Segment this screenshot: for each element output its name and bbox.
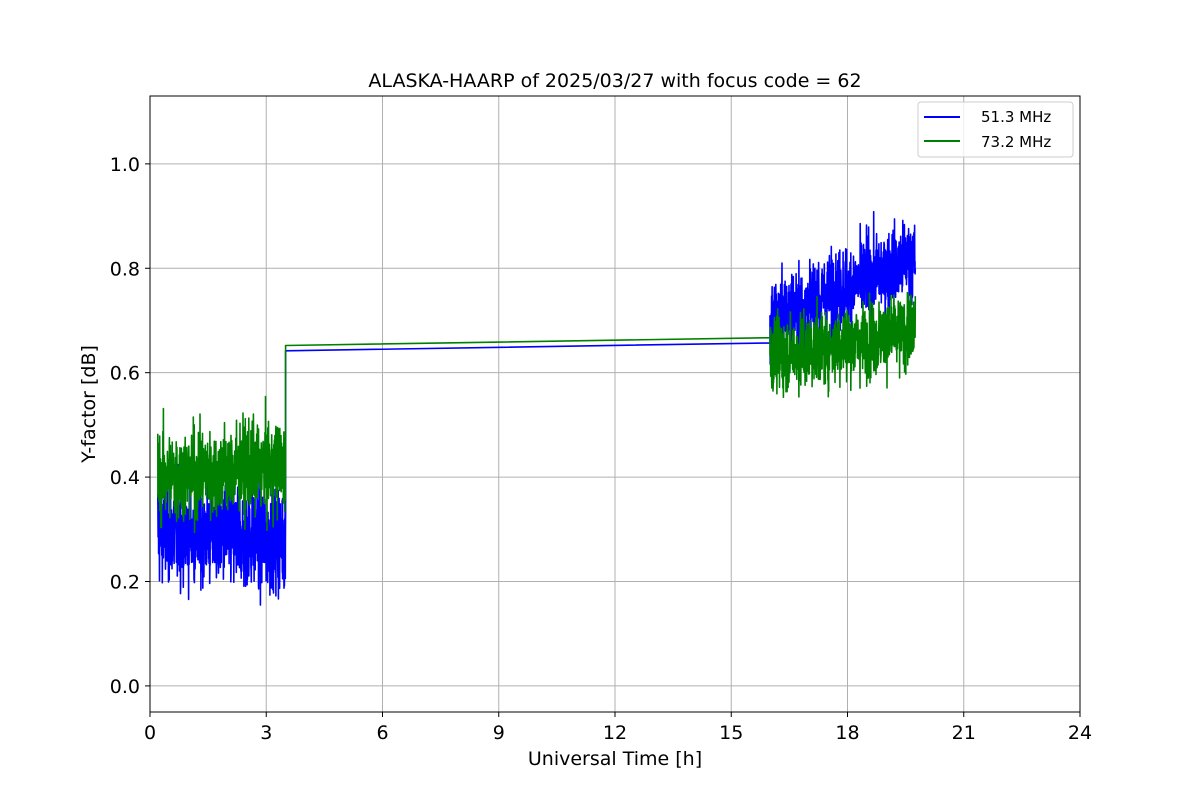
x-tick-label: 24 [1068,722,1092,744]
y-tick-label: 0.2 [110,571,140,593]
y-tick-label: 0.0 [110,676,140,698]
legend-label-51-3-mhz: 51.3 MHz [981,108,1051,126]
y-tick-label: 0.4 [110,467,140,489]
y-tick-label: 1.0 [110,154,140,176]
x-tick-label: 9 [493,722,505,744]
y-tick-label: 0.6 [110,363,140,385]
legend-label-73-2-mhz: 73.2 MHz [981,133,1051,151]
x-tick-label: 6 [376,722,388,744]
x-tick-label: 0 [144,722,156,744]
y-axis-ticks: 0.0 0.2 0.4 0.6 0.8 1.0 [110,154,150,698]
x-tick-label: 18 [835,722,859,744]
y-axis-label: Y-factor [dB] [78,345,100,464]
x-tick-label: 15 [719,722,743,744]
grid [149,96,1081,712]
y-tick-label: 0.8 [110,258,140,280]
chart-title: ALASKA-HAARP of 2025/03/27 with focus co… [368,70,861,92]
x-tick-label: 21 [952,722,976,744]
x-tick-label: 12 [603,722,627,744]
plot-lines [157,210,917,606]
x-axis-label: Universal Time [h] [528,748,702,770]
legend-box [917,101,1074,158]
x-axis-ticks: 0 3 6 9 12 15 18 21 24 [144,712,1092,744]
legend: 51.3 MHz 73.2 MHz [917,101,1074,158]
series-line-73-2-mhz [157,291,917,534]
x-tick-label: 3 [260,722,272,744]
